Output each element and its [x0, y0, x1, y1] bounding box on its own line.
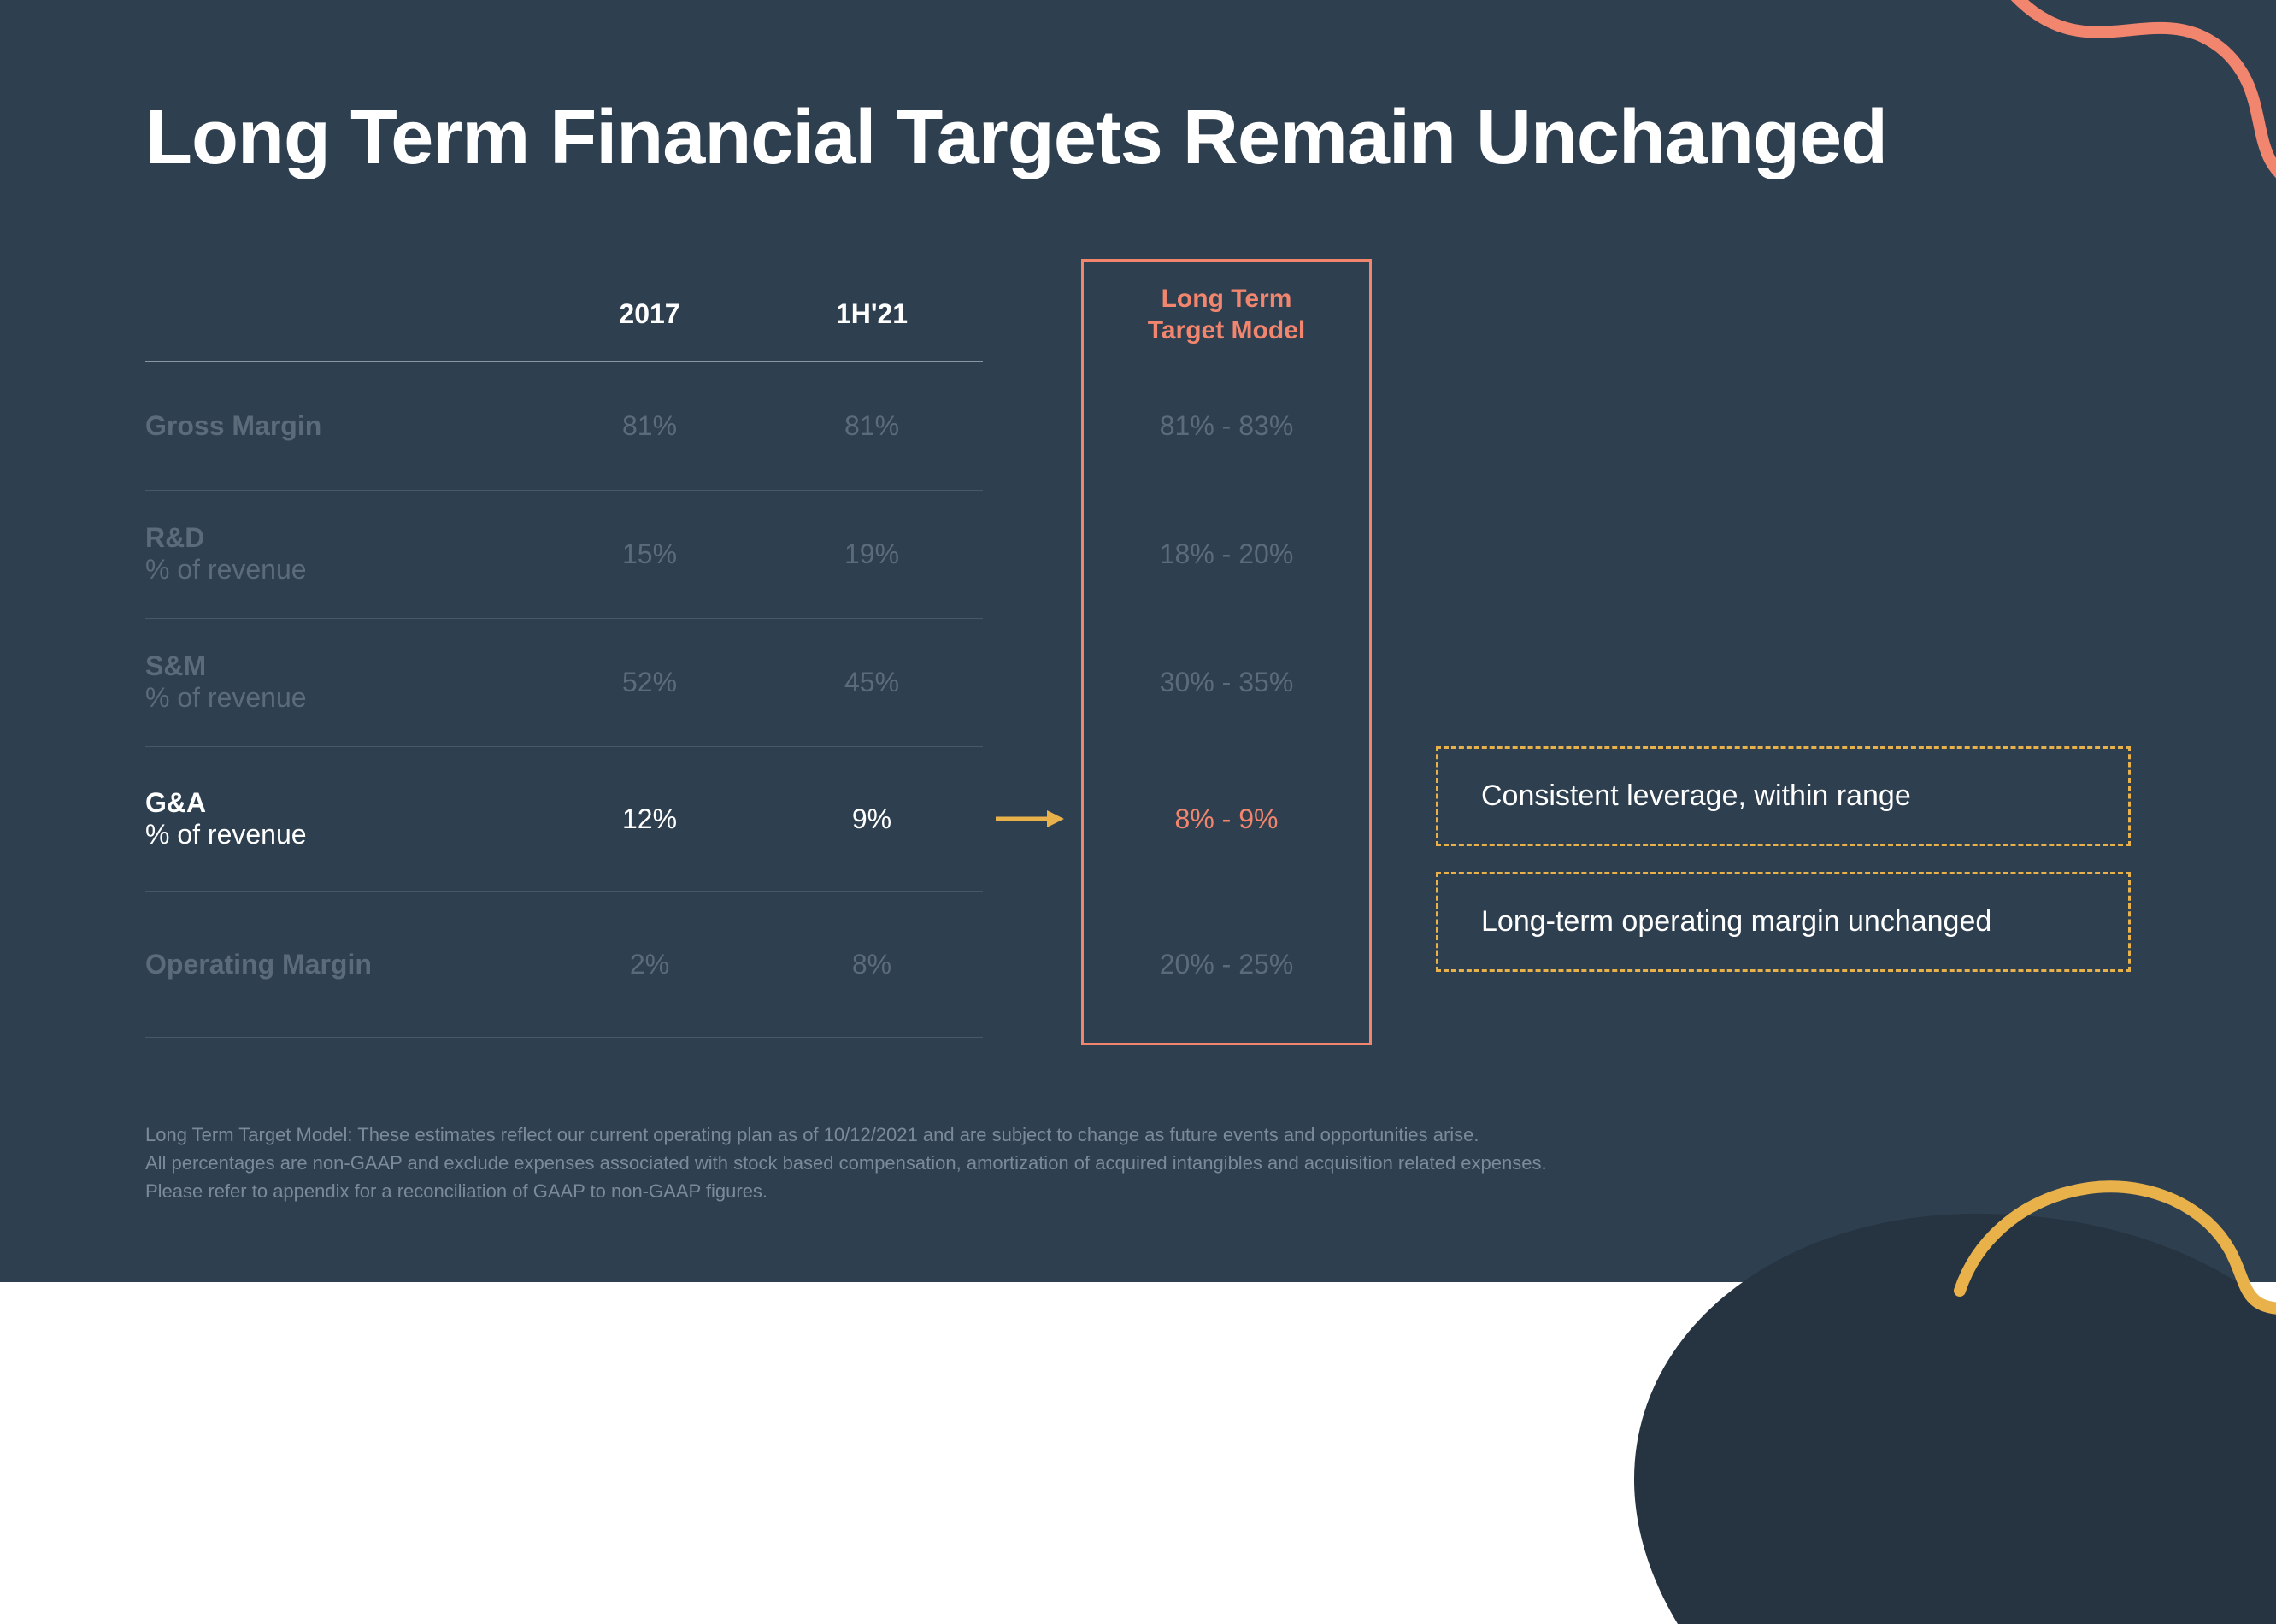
page-title: Long Term Financial Targets Remain Uncha…: [145, 94, 2131, 182]
row-label: Operating Margin: [145, 891, 538, 1037]
row-sublabel: % of revenue: [145, 554, 538, 585]
row-target: 20% - 25%: [1077, 891, 1376, 1037]
footnote-line: Long Term Target Model: These estimates …: [145, 1121, 1547, 1149]
row-label: Gross Margin: [145, 362, 538, 490]
row-target: 30% - 35%: [1077, 618, 1376, 746]
row-sublabel: % of revenue: [145, 682, 538, 714]
row-col1: 81%: [538, 362, 761, 490]
row-label: S&M% of revenue: [145, 618, 538, 746]
table-header-gap: [983, 268, 1077, 362]
callout-box: Long-term operating margin unchanged: [1436, 872, 2131, 972]
row-col2: 19%: [761, 490, 983, 618]
slide: Long Term Financial Targets Remain Uncha…: [0, 0, 2276, 1282]
squiggle-bottom-right: [1943, 1094, 2276, 1316]
row-gap: [983, 618, 1077, 746]
financial-table: 2017 1H'21 Long Term Target Model Gross …: [145, 268, 1376, 1038]
table-body: Gross Margin81%81%81% - 83%R&D% of reven…: [145, 362, 1376, 1037]
footnotes: Long Term Target Model: These estimates …: [145, 1121, 1547, 1205]
row-col1: 52%: [538, 618, 761, 746]
table-row: G&A% of revenue12%9% 8% - 9%: [145, 746, 1376, 891]
row-target: 81% - 83%: [1077, 362, 1376, 490]
row-sublabel: % of revenue: [145, 819, 538, 850]
table-row: S&M% of revenue52%45% 30% - 35%: [145, 618, 1376, 746]
financial-table-wrap: 2017 1H'21 Long Term Target Model Gross …: [145, 268, 1376, 1038]
content-row: 2017 1H'21 Long Term Target Model Gross …: [145, 268, 2131, 1038]
row-gap: [983, 746, 1077, 891]
row-target: 8% - 9%: [1077, 746, 1376, 891]
row-label: R&D% of revenue: [145, 490, 538, 618]
callouts: Consistent leverage, within range Long-te…: [1436, 746, 2131, 997]
table-row: Gross Margin81%81%81% - 83%: [145, 362, 1376, 490]
row-col2: 45%: [761, 618, 983, 746]
table-header-col1: 2017: [538, 268, 761, 362]
arrow-right-icon: [996, 809, 1064, 829]
table-header-row: 2017 1H'21 Long Term Target Model: [145, 268, 1376, 362]
row-col2: 8%: [761, 891, 983, 1037]
footnote-line: All percentages are non-GAAP and exclude…: [145, 1149, 1547, 1177]
row-col1: 12%: [538, 746, 761, 891]
row-gap: [983, 490, 1077, 618]
table-header-target: Long Term Target Model: [1077, 268, 1376, 362]
row-gap: [983, 362, 1077, 490]
table-header-empty: [145, 268, 538, 362]
row-col2: 9%: [761, 746, 983, 891]
row-label: G&A% of revenue: [145, 746, 538, 891]
row-target: 18% - 20%: [1077, 490, 1376, 618]
row-gap: [983, 891, 1077, 1037]
row-col1: 2%: [538, 891, 761, 1037]
table-row: R&D% of revenue15%19% 18% - 20%: [145, 490, 1376, 618]
table-row: Operating Margin2%8% 20% - 25%: [145, 891, 1376, 1037]
row-col2: 81%: [761, 362, 983, 490]
footnote-line: Please refer to appendix for a reconcili…: [145, 1177, 1547, 1205]
table-header-col2: 1H'21: [761, 268, 983, 362]
row-col1: 15%: [538, 490, 761, 618]
callout-box: Consistent leverage, within range: [1436, 746, 2131, 846]
